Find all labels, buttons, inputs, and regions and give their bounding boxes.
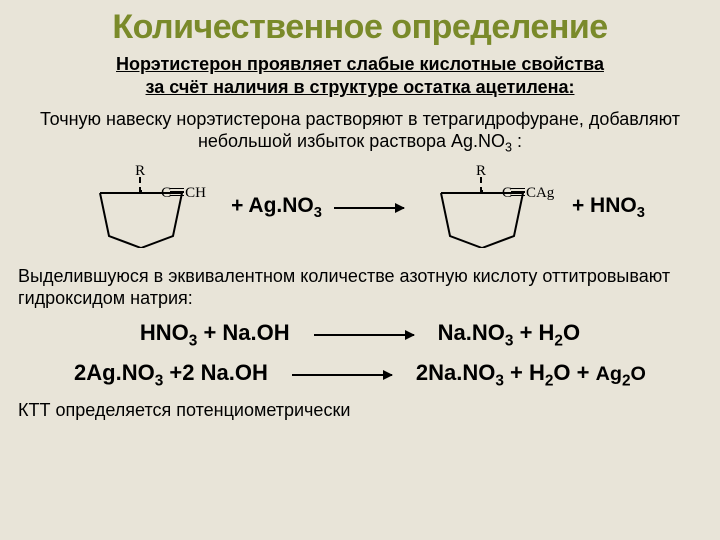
eq2-rd: Ag	[596, 363, 622, 385]
eq1-rs2: 2	[554, 332, 563, 349]
reactant-structure: R C CH	[75, 163, 225, 253]
eq2-rb: + H	[504, 360, 545, 385]
reagent-text: + Ag.NO	[231, 194, 314, 217]
eq1-right: Na.NO3 + H2O	[438, 320, 580, 350]
page-title: Количественное определение	[18, 8, 702, 47]
reaction-scheme: R C CH + Ag.NO3 R C CAg + HNO3	[18, 163, 702, 253]
subtitle-line1: Норэтистерон проявляет слабые кислотные …	[116, 54, 604, 74]
product-sub: 3	[637, 205, 645, 221]
eq1-arrow	[314, 334, 414, 336]
product-label: + HNO3	[572, 194, 645, 221]
description-text: Точную навеску норэтистерона растворяют …	[40, 109, 680, 152]
reagent-sub: 3	[314, 205, 322, 221]
cag-label: CAg	[526, 185, 554, 202]
eq2-rc: O +	[553, 360, 595, 385]
footer-text: КТТ определяется потенциометрически	[18, 400, 702, 421]
subtitle: Норэтистерон проявляет слабые кислотные …	[18, 53, 702, 100]
ch-label: CH	[185, 185, 206, 202]
eq1-rb: + H	[513, 320, 554, 345]
equation-intro: Выделившуюся в эквивалентном количестве …	[18, 265, 702, 310]
ring-icon-2	[436, 190, 528, 248]
eq1-ra: Na.NO	[438, 320, 505, 345]
eq2-lb: +2 Na.OH	[163, 360, 268, 385]
product-structure: R C CAg	[416, 163, 566, 253]
description-end: :	[512, 131, 522, 151]
eq2-re: O	[631, 363, 646, 385]
reagent-label: + Ag.NO3	[231, 194, 322, 221]
eq1-lb: + Na.OH	[197, 320, 289, 345]
eq2-right: 2Na.NO3 + H2O + Ag2O	[416, 360, 646, 390]
description-sub: 3	[505, 141, 512, 155]
eq1-left: HNO3 + Na.OH	[140, 320, 290, 350]
equation-2: 2Ag.NO3 +2 Na.OH 2Na.NO3 + H2O + Ag2O	[18, 360, 702, 390]
reaction-arrow	[334, 207, 404, 209]
subtitle-line2: за счёт наличия в структуре остатка ацет…	[146, 77, 575, 97]
eq1-rc: O	[563, 320, 580, 345]
eq2-ls1: 3	[155, 372, 164, 389]
product-text: + HNO	[572, 194, 637, 217]
eq2-ra: 2Na.NO	[416, 360, 495, 385]
ring-icon	[95, 190, 187, 248]
eq2-rs3: 2	[622, 372, 631, 389]
eq1-la: HNO	[140, 320, 189, 345]
eq2-rs1: 3	[495, 372, 504, 389]
equation-1: HNO3 + Na.OH Na.NO3 + H2O	[18, 320, 702, 350]
eq2-la: 2Ag.NO	[74, 360, 155, 385]
eq2-left: 2Ag.NO3 +2 Na.OH	[74, 360, 268, 390]
eq2-arrow	[292, 374, 392, 376]
description: Точную навеску норэтистерона растворяют …	[18, 108, 702, 157]
